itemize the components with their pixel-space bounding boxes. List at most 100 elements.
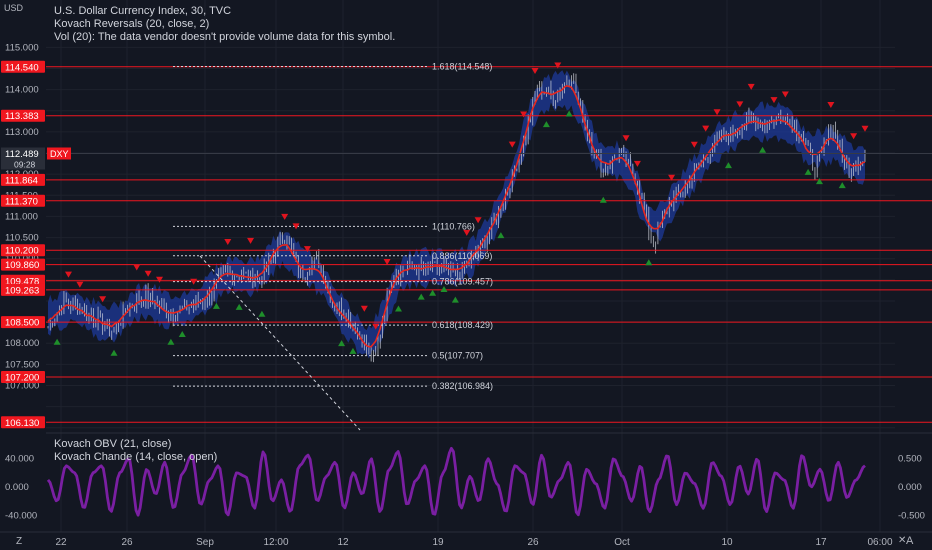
level-badge-10 [1,416,45,429]
down-arrow-icon [224,239,232,246]
up-arrow-icon [804,168,812,175]
time-tick-0: 22 [55,537,67,548]
down-arrow-icon [622,135,630,142]
price-tick-2: 113.000 [5,127,39,138]
oscillator-pane: 40.000 0.000 -40.000 0.500 0.000 -0.500 [5,446,925,521]
indicator-legend-volume[interactable]: Vol (20): The data vendor doesn't provid… [54,31,396,43]
up-arrow-icon [212,302,220,309]
fib-label-4: 0.618(108.429) [432,320,493,330]
down-arrow-icon [702,125,710,132]
down-arrow-icon [463,229,471,236]
down-arrow-icon [247,237,255,244]
down-arrow-icon [372,323,380,330]
time-tick-1: 26 [121,537,133,548]
down-arrow-icon [292,223,300,230]
price-tick-9: 107.500 [5,359,39,370]
price-band [48,70,865,359]
level-badge-text-2: 111.864 [5,175,38,186]
up-arrow-icon [599,196,607,203]
down-arrow-icon [520,111,528,118]
down-arrow-icon [668,174,676,181]
time-tick-3: 12:00 [263,537,288,548]
time-axis: 22 26 Sep 12:00 12 19 26 Oct 10 17 06:00 [0,531,932,548]
symbol-title[interactable]: U.S. Dollar Currency Index, 30, TVC [54,5,232,17]
price-tick-1: 114.000 [5,85,39,96]
osc-left-tick-2: -40.000 [5,510,37,521]
level-badge-text-0: 114.540 [5,62,39,73]
down-arrow-icon [770,97,778,104]
up-arrow-icon [497,232,505,239]
indicator-legend-obv[interactable]: Kovach OBV (21, close) [54,438,172,450]
time-tick-5: 19 [432,537,444,548]
osc-right-tick-2: -0.500 [898,510,925,521]
price-tick-8: 108.000 [5,338,39,349]
fib-label-2: 0.886(110.069) [432,251,492,261]
down-arrow-icon [360,305,368,312]
down-arrow-icon [281,213,289,220]
indicator-legend-chande[interactable]: Kovach Chande (14, close, open) [54,451,218,463]
time-tick-8: 10 [721,537,733,548]
level-badge-5 [1,258,45,271]
osc-right-tick-0: 0.500 [898,454,922,465]
level-badges: 114.540 113.383 111.864 111.370 110.200 109.8… [1,60,932,429]
level-badge-text-8: 108.500 [5,318,39,329]
reversal-arrows [53,62,869,356]
up-arrow-icon [815,178,823,185]
up-arrow-icon [451,296,459,303]
down-arrow-icon [508,141,516,148]
fib-label-0: 1.618(114.548) [432,61,492,71]
up-arrow-icon [235,303,243,310]
down-arrow-icon [747,83,755,90]
down-arrow-icon [303,246,311,253]
up-arrow-icon [838,182,846,189]
down-arrow-icon [554,62,562,69]
down-arrow-icon [690,141,698,148]
down-arrow-icon [190,278,198,285]
fib-label-3: 0.786(109.457) [432,277,493,287]
fib-levels: 1.618(114.548) 1(110.766) 0.886(110.069) 0.… [173,61,493,391]
down-arrow-icon [133,264,141,271]
fib-label-1: 1(110.766) [432,221,475,231]
down-arrow-icon [827,102,835,109]
down-arrow-icon [156,276,164,283]
down-arrow-icon [99,296,107,303]
level-badge-4 [1,244,45,257]
auto-scale-button[interactable]: A [906,535,914,547]
level-badge-text-10: 106.130 [5,418,39,429]
up-arrow-icon [542,121,550,128]
osc-left-tick-1: 0.000 [5,482,29,493]
down-arrow-icon [713,109,721,116]
level-badge-text-4: 110.200 [5,246,39,257]
osc-left-tick-0: 40.000 [5,454,34,465]
up-arrow-icon [178,331,186,338]
up-arrow-icon [53,338,61,345]
level-badge-8 [1,316,45,329]
volatility-band [48,70,865,359]
up-arrow-icon [417,293,425,300]
time-tick-6: 26 [527,537,539,548]
time-tick-4: 12 [337,537,349,548]
level-badge-text-9: 107.200 [5,373,39,384]
level-badge-6 [1,274,45,287]
price-tick-0: 115.000 [5,42,39,53]
level-badge-7 [1,283,45,296]
down-arrow-icon [633,160,641,167]
close-icon[interactable]: ✕ [898,535,907,546]
up-arrow-icon [645,259,653,266]
level-badge-text-1: 113.383 [5,111,39,122]
down-arrow-icon [474,217,482,224]
up-arrow-icon [724,162,732,169]
up-arrow-icon [394,305,402,312]
indicator-legend-reversals[interactable]: Kovach Reversals (20, close, 2) [54,18,210,30]
fib-label-6: 0.382(106.984) [432,381,493,391]
symbol-badge [47,147,71,160]
up-arrow-icon [349,347,357,354]
level-badge-9 [1,371,45,384]
level-badge-text-5: 109.860 [5,260,39,271]
time-tick-9: 17 [815,537,827,548]
level-badge-3 [1,194,45,207]
current-price-text: 112.489 [5,149,39,160]
down-arrow-icon [781,91,789,98]
timezone-icon[interactable]: Z [16,536,23,547]
